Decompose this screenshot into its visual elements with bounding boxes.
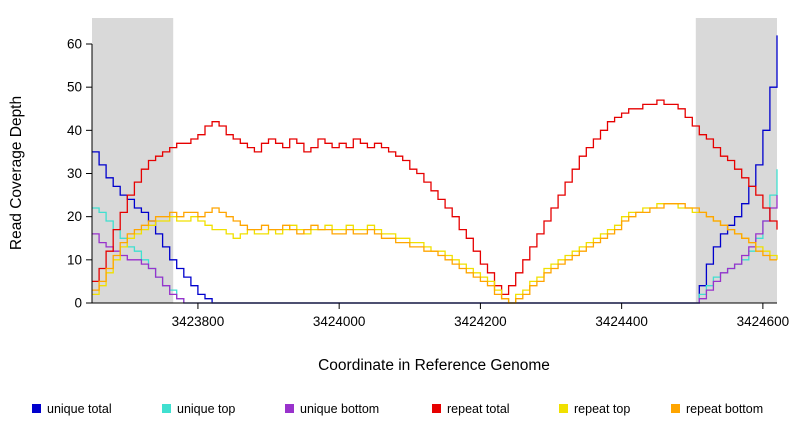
- y-tick-label: 10: [67, 252, 82, 267]
- series-line-repeat-bottom: [92, 203, 777, 304]
- y-tick-label: 0: [74, 296, 82, 311]
- legend-label-repeat-total: repeat total: [447, 402, 510, 416]
- legend-swatch-unique-total: [32, 404, 41, 413]
- x-tick-label: 3424600: [737, 314, 790, 329]
- x-tick-label: 3424200: [454, 314, 507, 329]
- series-line-unique-top: [92, 169, 778, 304]
- legend: unique total unique top unique bottom repea…: [32, 402, 763, 416]
- legend-label-repeat-bottom: repeat bottom: [686, 402, 763, 416]
- legend-swatch-unique-bottom: [285, 404, 294, 413]
- series-layer: [92, 35, 778, 304]
- x-tick-label: 3424400: [595, 314, 648, 329]
- masked-region: [695, 18, 777, 303]
- series-line-repeat-top: [92, 203, 778, 304]
- y-tick-label: 60: [67, 37, 82, 52]
- legend-label-unique-bottom: unique bottom: [300, 402, 379, 416]
- series-line-unique-bottom: [92, 195, 778, 304]
- x-axis-title: Coordinate in Reference Genome: [318, 357, 550, 374]
- x-tick-label: 3424000: [313, 314, 366, 329]
- legend-label-unique-total: unique total: [47, 402, 112, 416]
- legend-swatch-repeat-bottom: [671, 404, 680, 413]
- legend-label-unique-top: unique top: [177, 402, 235, 416]
- legend-swatch-unique-top: [162, 404, 171, 413]
- y-tick-label: 30: [67, 166, 82, 181]
- legend-label-repeat-top: repeat top: [574, 402, 630, 416]
- x-tick-label: 3423800: [172, 314, 225, 329]
- y-tick-label: 50: [67, 80, 82, 95]
- legend-swatch-repeat-top: [559, 404, 568, 413]
- legend-swatch-repeat-total: [432, 404, 441, 413]
- y-axis-title: Read Coverage Depth: [8, 96, 25, 250]
- series-line-unique-total: [92, 35, 778, 304]
- axes-layer: 3423800 3424000 3424200 3424400 3424600 0 10 20…: [67, 37, 789, 330]
- shaded-regions-layer: [92, 18, 777, 303]
- series-line-repeat-total: [92, 99, 778, 296]
- y-tick-label: 20: [67, 209, 82, 224]
- y-tick-label: 40: [67, 123, 82, 138]
